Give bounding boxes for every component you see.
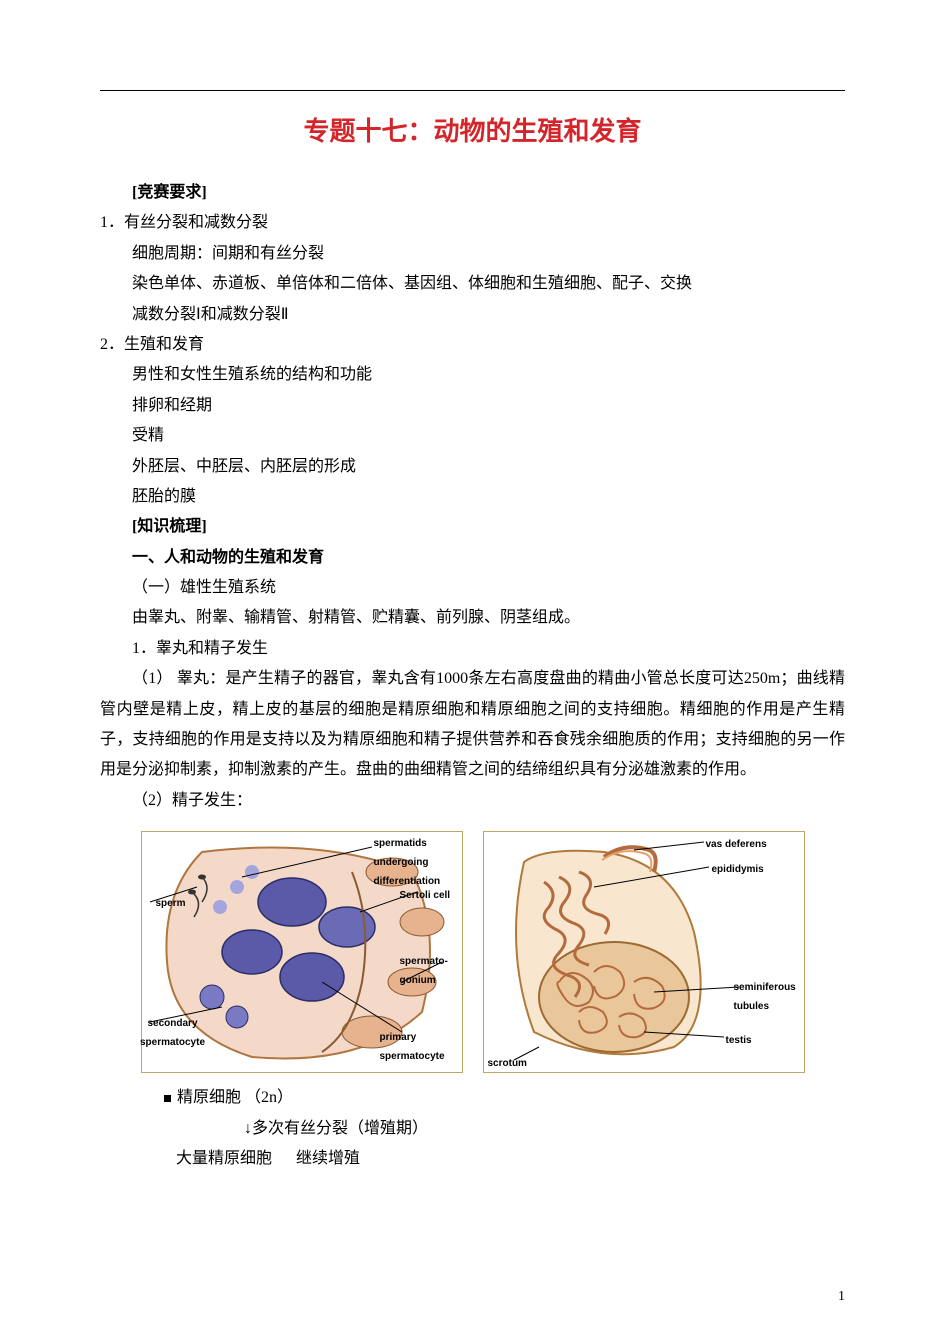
label-epididymis: epididymis	[712, 860, 764, 879]
label-sertoli: Sertoli cell	[400, 886, 451, 905]
figure-testis-anatomy: vas deferens epididymis seminiferous tub…	[483, 831, 805, 1073]
item-2-line: 胚胎的膜	[100, 482, 845, 512]
label-secondary-spermatocyte: secondary spermatocyte	[138, 1014, 208, 1052]
label-seminiferous-tubules: seminiferous tubules	[734, 978, 796, 1016]
content: [竞赛要求] 1．有丝分裂和减数分裂 细胞周期：间期和有丝分裂 染色单体、赤道板…	[100, 178, 845, 1174]
label-sperm: sperm	[146, 894, 186, 913]
item-1: 1．有丝分裂和减数分裂	[100, 208, 845, 238]
sperm-heading: 1．睾丸和精子发生	[100, 634, 845, 664]
page-number: 1	[838, 1289, 845, 1305]
flowchart: 精原细胞 （2n） ↓多次有丝分裂（增殖期） 大量精原细胞 继续增殖	[100, 1083, 845, 1174]
page-title: 专题十七：动物的生殖和发育	[100, 111, 845, 148]
item-2: 2．生殖和发育	[100, 330, 845, 360]
label-spermatids: spermatids undergoing differentiation	[374, 834, 441, 891]
label-testis: testis	[726, 1031, 752, 1050]
flow-text-1: 精原细胞 （2n）	[177, 1089, 293, 1106]
heading-section1: 一、人和动物的生殖和发育	[100, 543, 845, 573]
square-bullet-icon	[164, 1095, 171, 1102]
label-scrotum: scrotum	[488, 1054, 527, 1073]
flow-line-1: 精原细胞 （2n）	[164, 1083, 845, 1113]
item-1-line: 细胞周期：间期和有丝分裂	[100, 239, 845, 269]
page: 专题十七：动物的生殖和发育 [竞赛要求] 1．有丝分裂和减数分裂 细胞周期：间期…	[0, 0, 945, 1335]
label-primary-spermatocyte: primary spermatocyte	[380, 1028, 445, 1066]
flow-text-3a: 大量精原细胞	[176, 1150, 272, 1167]
flow-line-2: ↓多次有丝分裂（增殖期）	[164, 1114, 845, 1144]
item-2-line: 男性和女性生殖系统的结构和功能	[100, 360, 845, 390]
item-2-line: 外胚层、中胚层、内胚层的形成	[100, 452, 845, 482]
composition-line: 由睾丸、附睾、输精管、射精管、贮精囊、前列腺、阴茎组成。	[100, 603, 845, 633]
item-2-line: 受精	[100, 421, 845, 451]
label-spermatogonium: spermato- gonium	[400, 952, 448, 990]
subheading-male-system: （一）雄性生殖系统	[100, 573, 845, 603]
flow-line-3: 大量精原细胞 继续增殖	[164, 1144, 845, 1174]
heading-competition: [竞赛要求]	[100, 178, 845, 208]
figures-row: sperm secondary spermatocyte spermatids …	[100, 831, 845, 1073]
item-1-line: 染色单体、赤道板、单倍体和二倍体、基因组、体细胞和生殖细胞、配子、交换	[100, 269, 845, 299]
heading-knowledge: [知识梳理]	[100, 512, 845, 542]
sperm-dev-heading: （2）精子发生：	[100, 786, 845, 816]
item-2-line: 排卵和经期	[100, 391, 845, 421]
flow-text-3b: 继续增殖	[296, 1150, 360, 1167]
top-rule	[100, 90, 845, 91]
item-1-line: 减数分裂Ⅰ和减数分裂Ⅱ	[100, 300, 845, 330]
testis-paragraph: （1） 睾丸：是产生精子的器官，睾丸含有1000条左右高度盘曲的精曲小管总长度可…	[100, 664, 845, 786]
figure-spermatogenesis: sperm secondary spermatocyte spermatids …	[141, 831, 463, 1073]
label-vas-deferens: vas deferens	[706, 835, 767, 854]
